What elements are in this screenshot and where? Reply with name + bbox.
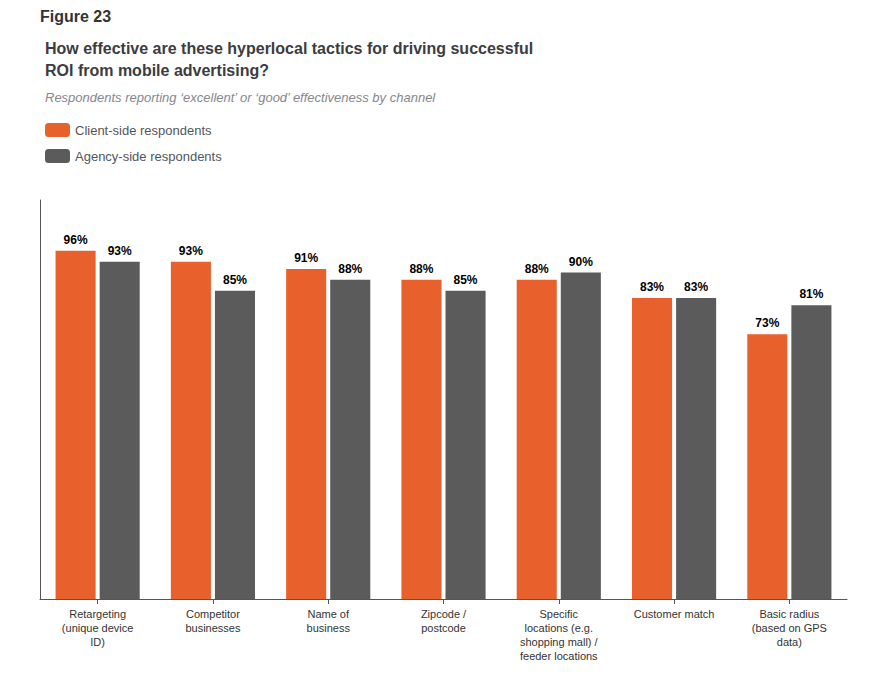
svg-text:88%: 88% <box>338 262 362 276</box>
svg-text:Respondents reporting ‘excelle: Respondents reporting ‘excellent’ or ‘go… <box>45 90 436 105</box>
svg-text:90%: 90% <box>569 255 593 269</box>
svg-text:Competitor: Competitor <box>186 608 240 620</box>
svg-text:83%: 83% <box>640 280 664 294</box>
svg-text:83%: 83% <box>684 280 708 294</box>
svg-text:How effective are these hyperl: How effective are these hyperlocal tacti… <box>45 40 533 57</box>
svg-text:business: business <box>307 622 351 634</box>
svg-text:data): data) <box>777 636 802 648</box>
svg-text:88%: 88% <box>409 262 433 276</box>
svg-text:Customer match: Customer match <box>634 608 715 620</box>
svg-text:91%: 91% <box>294 251 318 265</box>
svg-text:Client-side respondents: Client-side respondents <box>75 123 212 138</box>
svg-text:(based on GPS: (based on GPS <box>752 622 827 634</box>
svg-text:73%: 73% <box>755 316 779 330</box>
svg-text:81%: 81% <box>799 287 823 301</box>
svg-text:businesses: businesses <box>185 622 241 634</box>
svg-text:96%: 96% <box>64 233 88 247</box>
svg-text:Basic radius: Basic radius <box>759 608 819 620</box>
svg-text:feeder locations: feeder locations <box>520 650 598 662</box>
svg-text:85%: 85% <box>454 273 478 287</box>
svg-text:93%: 93% <box>179 244 203 258</box>
svg-text:Name of: Name of <box>307 608 350 620</box>
svg-text:shopping mall) /: shopping mall) / <box>520 636 599 648</box>
svg-text:93%: 93% <box>108 244 132 258</box>
svg-text:ROI from mobile advertising?: ROI from mobile advertising? <box>45 62 269 79</box>
svg-text:Zipcode /: Zipcode / <box>421 608 467 620</box>
svg-text:Agency-side respondents: Agency-side respondents <box>75 149 222 164</box>
svg-text:locations (e.g.: locations (e.g. <box>525 622 593 634</box>
svg-text:ID): ID) <box>90 636 105 648</box>
svg-text:(unique device: (unique device <box>62 622 134 634</box>
svg-text:Specific: Specific <box>540 608 579 620</box>
svg-text:Retargeting: Retargeting <box>69 608 126 620</box>
svg-text:postcode: postcode <box>421 622 466 634</box>
svg-text:88%: 88% <box>525 262 549 276</box>
svg-text:Figure 23: Figure 23 <box>40 8 111 25</box>
svg-text:85%: 85% <box>223 273 247 287</box>
